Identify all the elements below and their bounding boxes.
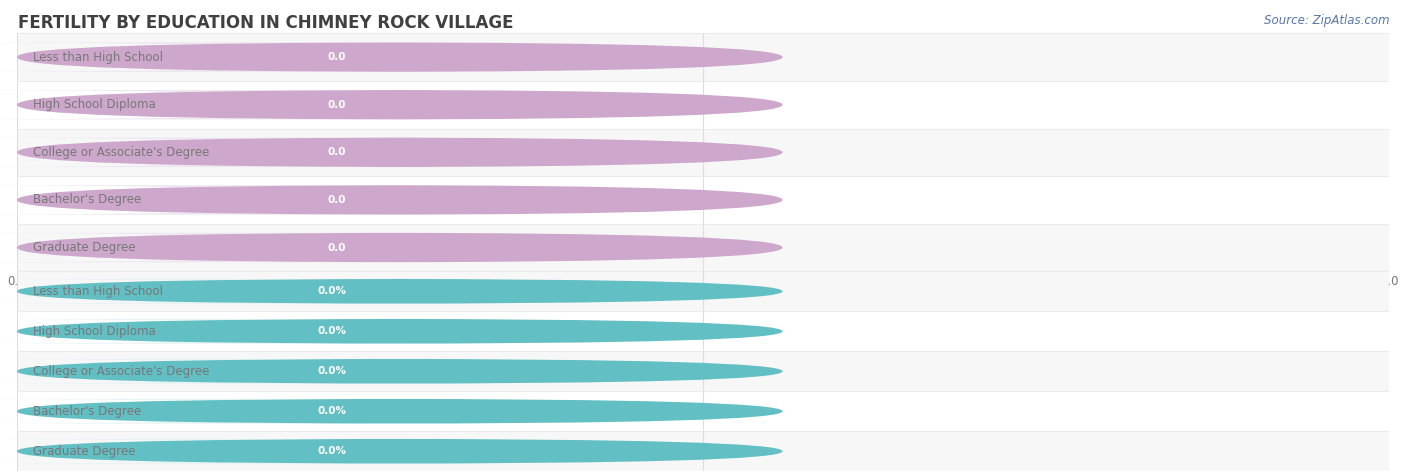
- FancyBboxPatch shape: [17, 185, 783, 215]
- Text: 0.0%: 0.0%: [318, 446, 346, 456]
- FancyBboxPatch shape: [0, 319, 443, 344]
- FancyBboxPatch shape: [17, 399, 783, 424]
- Text: 0.0%: 0.0%: [318, 406, 346, 416]
- FancyBboxPatch shape: [0, 399, 443, 424]
- Text: 0.0: 0.0: [328, 99, 346, 110]
- FancyBboxPatch shape: [0, 279, 443, 304]
- Text: Graduate Degree: Graduate Degree: [34, 241, 136, 254]
- FancyBboxPatch shape: [0, 439, 443, 464]
- FancyBboxPatch shape: [17, 42, 783, 72]
- Bar: [17, 81, 1389, 129]
- FancyBboxPatch shape: [17, 233, 783, 262]
- Bar: [17, 129, 1389, 176]
- FancyBboxPatch shape: [17, 138, 783, 167]
- FancyBboxPatch shape: [0, 90, 443, 119]
- FancyBboxPatch shape: [17, 439, 783, 464]
- FancyBboxPatch shape: [17, 90, 783, 119]
- FancyBboxPatch shape: [17, 279, 783, 304]
- Text: Source: ZipAtlas.com: Source: ZipAtlas.com: [1264, 14, 1389, 27]
- Bar: [17, 176, 1389, 224]
- Text: 0.0: 0.0: [328, 52, 346, 62]
- FancyBboxPatch shape: [0, 138, 443, 167]
- FancyBboxPatch shape: [17, 319, 783, 344]
- Text: Bachelor's Degree: Bachelor's Degree: [34, 193, 142, 207]
- FancyBboxPatch shape: [0, 359, 443, 384]
- Bar: [17, 351, 1389, 391]
- Text: 0.0: 0.0: [328, 147, 346, 158]
- Bar: [17, 271, 1389, 311]
- Bar: [17, 311, 1389, 351]
- Text: FERTILITY BY EDUCATION IN CHIMNEY ROCK VILLAGE: FERTILITY BY EDUCATION IN CHIMNEY ROCK V…: [18, 14, 513, 32]
- Text: College or Associate's Degree: College or Associate's Degree: [34, 365, 209, 378]
- Text: 0.0%: 0.0%: [318, 326, 346, 337]
- Text: Bachelor's Degree: Bachelor's Degree: [34, 405, 142, 418]
- Text: 0.0: 0.0: [328, 195, 346, 205]
- Text: Less than High School: Less than High School: [34, 285, 163, 298]
- Text: 0.0%: 0.0%: [318, 286, 346, 297]
- FancyBboxPatch shape: [0, 42, 443, 72]
- Bar: [17, 224, 1389, 271]
- Text: Graduate Degree: Graduate Degree: [34, 445, 136, 458]
- Text: 0.0: 0.0: [328, 242, 346, 253]
- Text: 0.0%: 0.0%: [318, 366, 346, 377]
- Text: High School Diploma: High School Diploma: [34, 98, 156, 111]
- Text: Less than High School: Less than High School: [34, 50, 163, 64]
- FancyBboxPatch shape: [0, 233, 443, 262]
- Bar: [17, 33, 1389, 81]
- FancyBboxPatch shape: [0, 185, 443, 215]
- Text: High School Diploma: High School Diploma: [34, 325, 156, 338]
- Text: College or Associate's Degree: College or Associate's Degree: [34, 146, 209, 159]
- Bar: [17, 391, 1389, 431]
- Bar: [17, 431, 1389, 471]
- FancyBboxPatch shape: [17, 359, 783, 384]
